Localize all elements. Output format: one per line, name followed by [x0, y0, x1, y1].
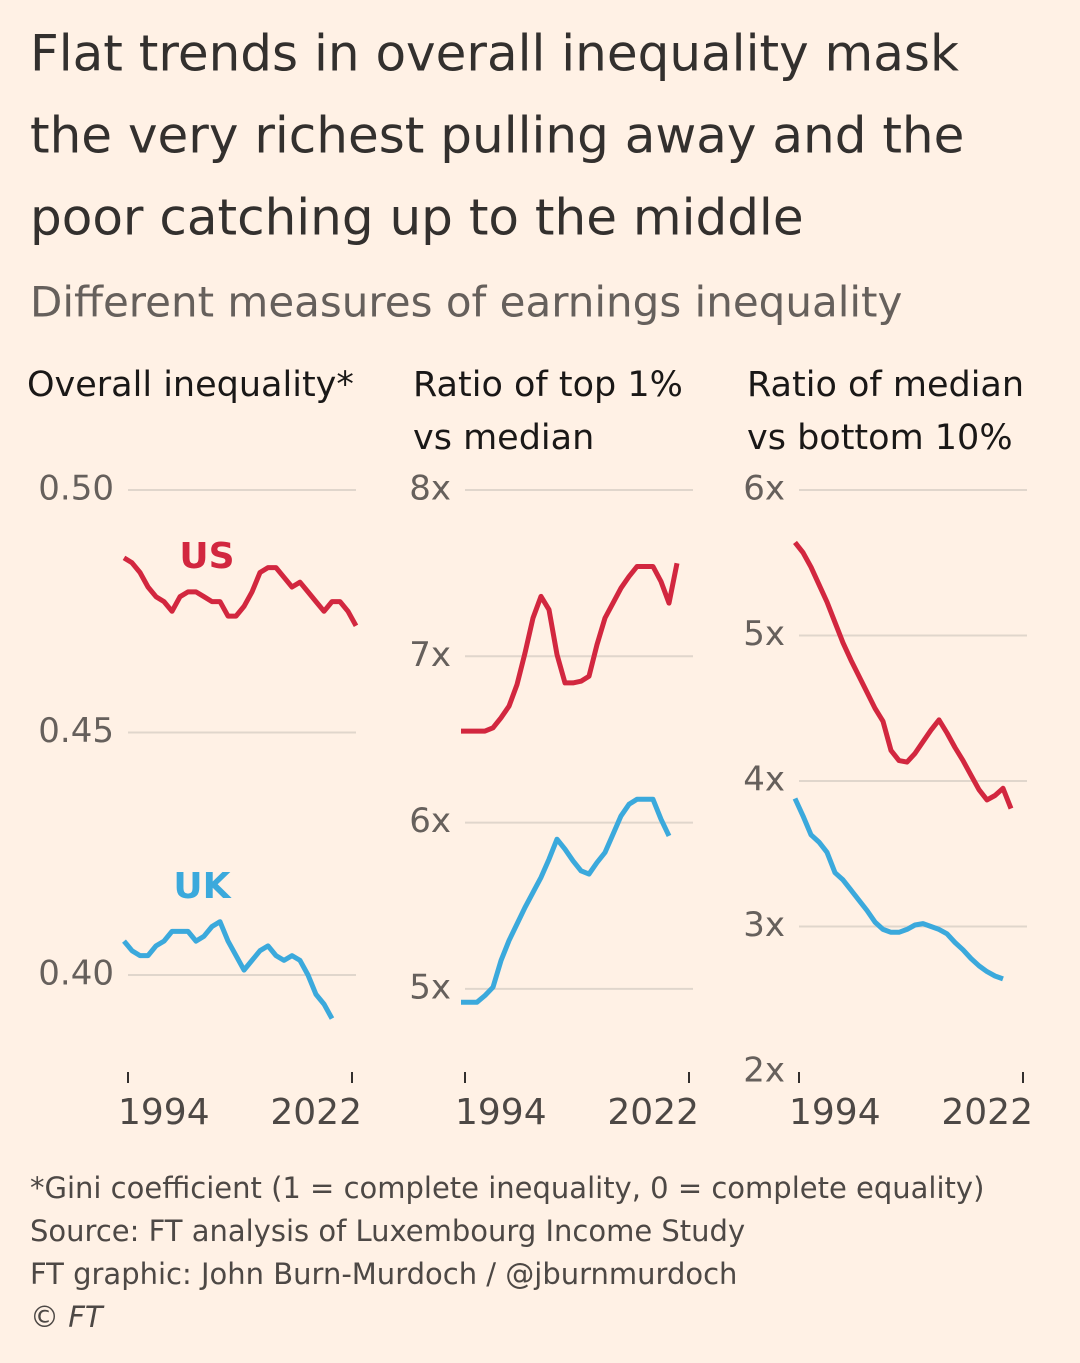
y-tick-label: 6x — [409, 801, 451, 841]
y-tick-label: 0.45 — [38, 711, 114, 751]
y-tick-label: 5x — [409, 967, 451, 1007]
x-tick-label: 2022 — [607, 1092, 699, 1133]
chart-title: Flat trends in overall inequality mask — [30, 25, 959, 83]
y-tick-label: 0.40 — [38, 954, 114, 994]
series-line — [792, 797, 1004, 982]
series-line — [461, 796, 672, 1005]
panel-title: vs median — [413, 418, 594, 458]
series-label: UK — [173, 866, 231, 907]
footnote: FT graphic: John Burn-Murdoch / @jburnmu… — [30, 1257, 737, 1291]
series-line — [122, 555, 359, 628]
y-tick-label: 0.50 — [38, 469, 114, 509]
y-tick-label: 4x — [743, 760, 785, 800]
y-tick-label: 7x — [409, 635, 451, 675]
y-tick-label: 8x — [409, 469, 451, 509]
footnote: © FT — [30, 1300, 105, 1334]
series-line — [122, 919, 335, 1020]
y-tick-label: 6x — [743, 469, 785, 509]
footnote: Source: FT analysis of Luxembourg Income… — [30, 1214, 745, 1248]
chart-subtitle: Different measures of earnings inequalit… — [30, 278, 902, 327]
x-tick-label: 1994 — [118, 1092, 210, 1133]
chart-title: the very richest pulling away and the — [30, 107, 964, 165]
y-tick-label: 2x — [743, 1051, 785, 1091]
panel-title: Ratio of top 1% — [413, 365, 683, 405]
series-line — [793, 540, 1014, 810]
panel-title: Overall inequality* — [27, 365, 354, 405]
panel-title: Ratio of median — [747, 365, 1024, 405]
chart-title: poor catching up to the middle — [30, 189, 804, 247]
panel-title: vs bottom 10% — [747, 418, 1013, 458]
x-tick-label: 2022 — [270, 1092, 362, 1133]
x-tick-label: 1994 — [455, 1092, 547, 1133]
series-label: US — [179, 536, 234, 577]
x-tick-label: 2022 — [941, 1092, 1033, 1133]
x-tick-label: 1994 — [789, 1092, 881, 1133]
y-tick-label: 3x — [743, 905, 785, 945]
series-line — [461, 562, 680, 734]
y-tick-label: 5x — [743, 614, 785, 654]
footnote: *Gini coefficient (1 = complete inequali… — [30, 1171, 984, 1205]
